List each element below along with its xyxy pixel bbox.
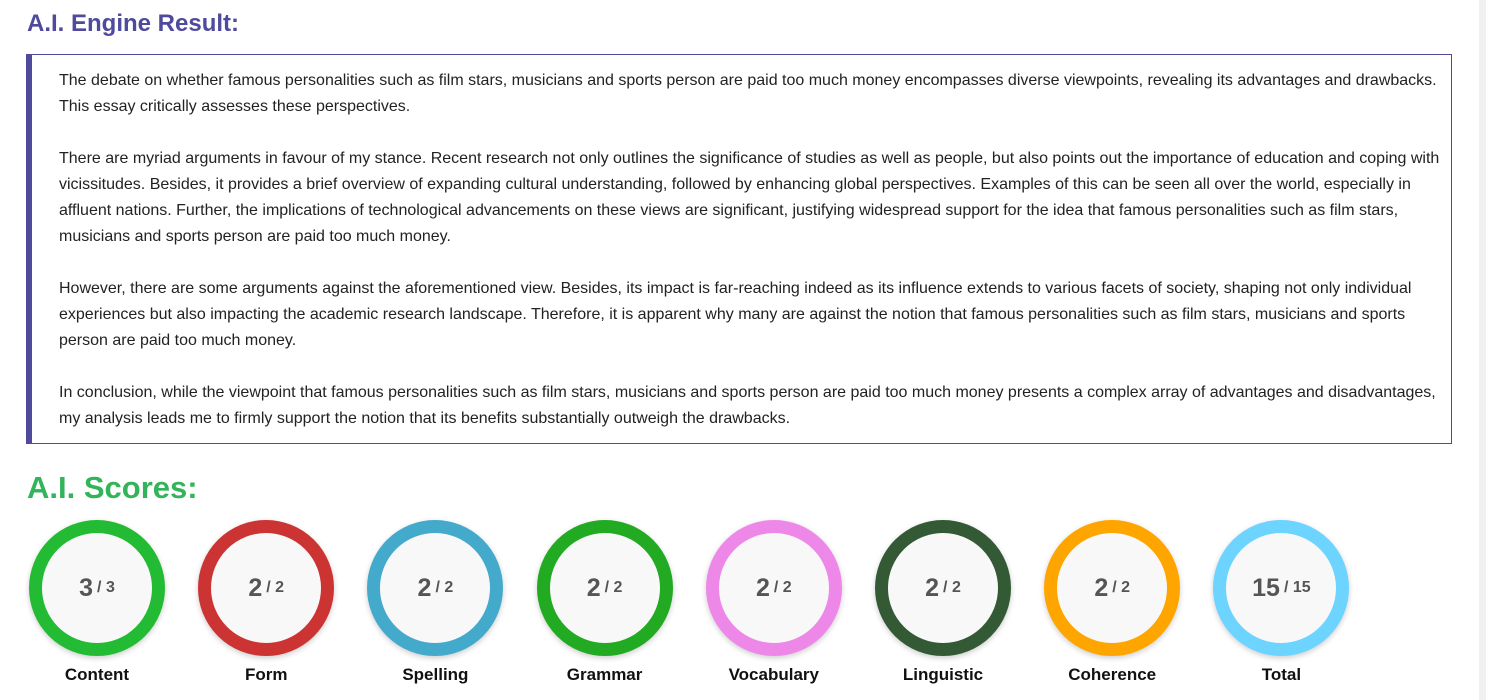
score-max: / 2 (266, 579, 284, 597)
score-label: Grammar (566, 665, 643, 684)
score-item: 15/ 15 Total (1211, 520, 1351, 685)
scrollbar (1479, 0, 1486, 700)
score-max: / 2 (943, 579, 961, 597)
separator: / (435, 579, 440, 596)
score-ring: 2/ 2 (198, 520, 335, 656)
score-ring: 2/ 2 (536, 520, 673, 656)
score-item: 3/ 3 Content (27, 520, 167, 685)
score-item: 2/ 2 Grammar (535, 520, 675, 685)
paragraph: The debate on whether famous personaliti… (59, 72, 1437, 115)
score-value: 2 (925, 573, 940, 602)
score-label: Total (1261, 665, 1302, 684)
separator: / (266, 579, 271, 596)
score-label: Coherence (1068, 665, 1157, 684)
score-item: 2/ 2 Vocabulary (704, 520, 844, 685)
score-max: / 2 (435, 579, 453, 597)
score-label: Linguistic (902, 665, 984, 684)
result-box: The debate on whether famous personaliti… (26, 54, 1452, 444)
paragraph: There are myriad arguments in favour of … (59, 150, 1440, 245)
separator: / (1112, 579, 1117, 596)
score-ring: 2/ 2 (1044, 520, 1181, 656)
score-value: 2 (755, 573, 770, 602)
score-value: 2 (417, 573, 432, 602)
score-max: / 15 (1284, 579, 1311, 597)
score-label: Spelling (402, 665, 469, 684)
score-ring: 2/ 2 (875, 520, 1011, 656)
max-value: 3 (105, 579, 115, 596)
score-label: Vocabulary (728, 665, 819, 684)
max-value: 2 (275, 579, 285, 596)
score-max: / 2 (1112, 579, 1130, 597)
separator: / (97, 579, 102, 596)
score-max: / 3 (97, 579, 115, 597)
score-value: 2 (586, 573, 601, 602)
max-value: 2 (613, 579, 623, 596)
separator: / (943, 579, 948, 596)
separator: / (1283, 579, 1289, 596)
score-ring: 3/ 3 (29, 520, 165, 656)
max-value: 2 (444, 579, 454, 596)
max-value: 2 (951, 579, 961, 596)
max-value: 2 (1121, 579, 1131, 596)
score-ring: 2/ 2 (705, 520, 842, 656)
score-item: 2/ 2 Coherence (1042, 520, 1182, 685)
score-label: Form (244, 665, 288, 684)
result-title: A.I. Engine Result: (27, 10, 240, 37)
separator: / (604, 579, 610, 596)
paragraph: In conclusion, while the viewpoint that … (59, 384, 1436, 427)
paragraph: However, there are some arguments agains… (59, 280, 1412, 349)
score-ring: 2/ 2 (367, 520, 504, 656)
score-value: 2 (248, 573, 263, 602)
score-max: / 2 (605, 579, 623, 597)
max-value: 15 (1292, 579, 1311, 596)
score-max: / 2 (774, 579, 792, 597)
separator: / (773, 579, 779, 596)
score-item: 2/ 2 Linguistic (873, 520, 1013, 685)
score-item: 2/ 2 Form (196, 520, 336, 685)
scores-title: A.I. Scores: (27, 470, 198, 505)
score-label: Content (64, 665, 130, 684)
score-value: 2 (1094, 573, 1109, 602)
score-ring: 15/ 15 (1213, 520, 1350, 656)
score-item: 2/ 2 Spelling (365, 520, 505, 685)
max-value: 2 (782, 579, 792, 596)
score-value: 3 (79, 573, 94, 602)
score-value: 15 (1252, 573, 1280, 602)
